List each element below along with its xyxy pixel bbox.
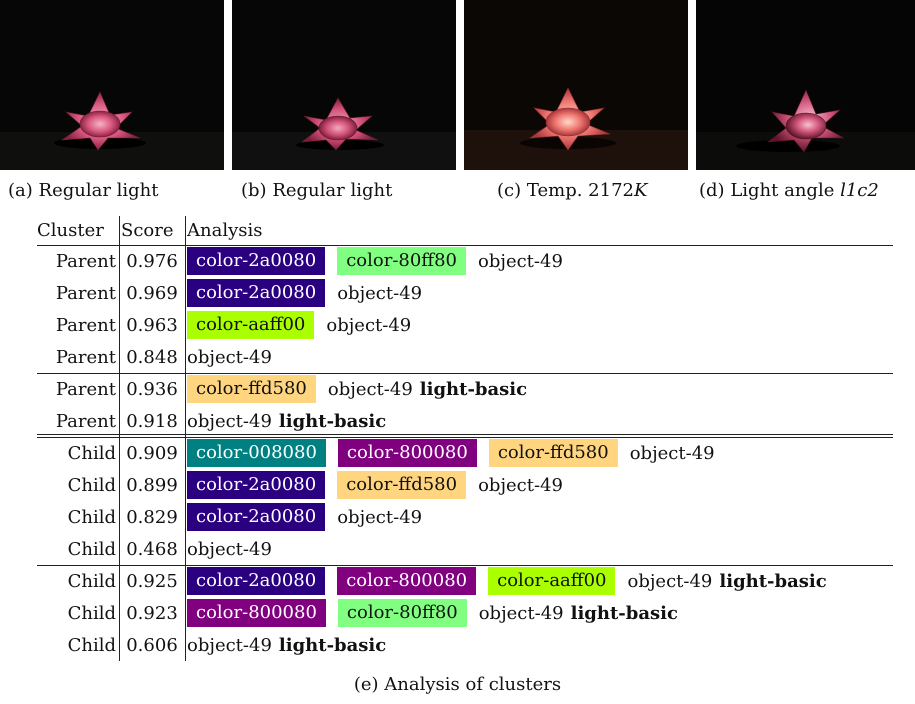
color-tag: color-80ff80 [337, 247, 466, 275]
color-tag: color-800080 [337, 439, 477, 467]
light-label: light-basic [419, 378, 528, 400]
score-cell: 0.925 [126, 570, 178, 592]
color-tag: color-aaff00 [187, 311, 315, 339]
color-tag: color-008080 [187, 439, 326, 467]
column-divider [185, 216, 186, 661]
cluster-cell: Parent [55, 410, 116, 432]
object-label: object-49 [337, 506, 423, 528]
score-cell: 0.909 [126, 442, 178, 464]
row-separator [37, 565, 893, 566]
photo-caption-b: (b) Regular light [241, 180, 393, 201]
row-separator [37, 434, 893, 435]
light-label: light-basic [278, 634, 387, 656]
photo-caption-c: (c) Temp. 2172K [497, 180, 648, 201]
object-label: object-49 [478, 250, 563, 272]
photo-temperature-2172k [464, 0, 688, 170]
color-tag: color-ffd580 [488, 439, 618, 467]
object-label: object-49 [627, 570, 713, 592]
analysis-cell: object-49 [187, 533, 279, 565]
light-label: light-basic [570, 602, 678, 624]
light-label: light-basic [719, 570, 827, 592]
cluster-cell: Child [67, 570, 116, 592]
row-separator [37, 373, 893, 374]
header-cluster: Cluster [37, 220, 104, 241]
color-tag: color-ffd580 [187, 375, 316, 403]
cluster-cell: Child [67, 506, 116, 528]
analysis-cell: color-2a0080 color-800080 color-aaff00 obje… [187, 565, 827, 597]
color-tag: color-800080 [337, 567, 477, 595]
cluster-cell: Parent [55, 378, 116, 400]
photo-regular-light-b [232, 0, 456, 170]
color-tag: color-2a0080 [187, 503, 326, 531]
object-label: object-49 [478, 474, 563, 496]
object-label: object-49 [187, 634, 272, 656]
cluster-cell: Child [67, 602, 116, 624]
score-cell: 0.936 [126, 378, 178, 400]
table-caption: (e) Analysis of clusters [353, 674, 562, 695]
color-tag: color-2a0080 [187, 471, 326, 499]
header-analysis: Analysis [187, 220, 263, 241]
color-tag: color-ffd580 [337, 471, 467, 499]
score-cell: 0.468 [126, 538, 178, 560]
color-tag: color-80ff80 [337, 599, 467, 627]
score-cell: 0.606 [126, 634, 178, 656]
cluster-cell: Child [67, 474, 116, 496]
photo-caption-a: (a) Regular light [8, 180, 159, 201]
score-cell: 0.963 [126, 314, 178, 336]
score-cell: 0.848 [126, 346, 178, 368]
object-label: object-49 [187, 346, 272, 368]
analysis-cell: color-2a0080 object-49 [187, 277, 429, 309]
analysis-cell: object-49 [187, 341, 279, 373]
cluster-cell: Parent [55, 282, 116, 304]
analysis-cell: color-ffd580 object-49 light-basic [187, 373, 527, 405]
score-cell: 0.918 [126, 410, 178, 432]
cluster-cell: Child [67, 442, 116, 464]
score-cell: 0.976 [126, 250, 178, 272]
cluster-cell: Parent [55, 314, 116, 336]
object-label: object-49 [327, 378, 413, 400]
score-cell: 0.899 [126, 474, 178, 496]
analysis-cell: object-49 light-basic [187, 405, 386, 437]
color-tag: color-800080 [187, 599, 326, 627]
cluster-cell: Child [67, 634, 116, 656]
row-separator [37, 437, 893, 438]
color-tag: color-2a0080 [187, 247, 326, 275]
cluster-cell: Parent [55, 346, 116, 368]
score-cell: 0.923 [126, 602, 178, 624]
analysis-cell: color-800080 color-80ff80 object-49 light-b… [187, 597, 678, 629]
row-separator [37, 245, 893, 246]
score-cell: 0.969 [126, 282, 178, 304]
analysis-cell: color-008080 color-800080 color-ffd580 obje… [187, 437, 722, 469]
analysis-cell: color-2a0080 color-80ff80 object-49 [187, 245, 570, 277]
color-tag: color-2a0080 [187, 567, 326, 595]
photo-caption-d: (d) Light angle l1c2 [699, 180, 879, 201]
photo-light-angle-l1c2 [696, 0, 915, 170]
object-label: object-49 [326, 314, 412, 336]
object-label: object-49 [187, 538, 272, 560]
color-tag: color-2a0080 [187, 279, 326, 307]
column-divider [119, 216, 120, 661]
light-label: light-basic [278, 410, 387, 432]
analysis-cell: color-2a0080 color-ffd580 object-49 [187, 469, 570, 501]
color-tag: color-aaff00 [488, 567, 616, 595]
cluster-cell: Parent [55, 250, 116, 272]
object-label: object-49 [187, 410, 272, 432]
header-score: Score [121, 220, 174, 241]
analysis-cell: object-49 light-basic [187, 629, 386, 661]
photo-regular-light-a [0, 0, 224, 170]
object-label: object-49 [629, 442, 715, 464]
score-cell: 0.829 [126, 506, 178, 528]
analysis-cell: color-2a0080 object-49 [187, 501, 429, 533]
object-label: object-49 [337, 282, 423, 304]
object-label: object-49 [478, 602, 564, 624]
analysis-cell: color-aaff00 object-49 [187, 309, 418, 341]
cluster-cell: Child [67, 538, 116, 560]
